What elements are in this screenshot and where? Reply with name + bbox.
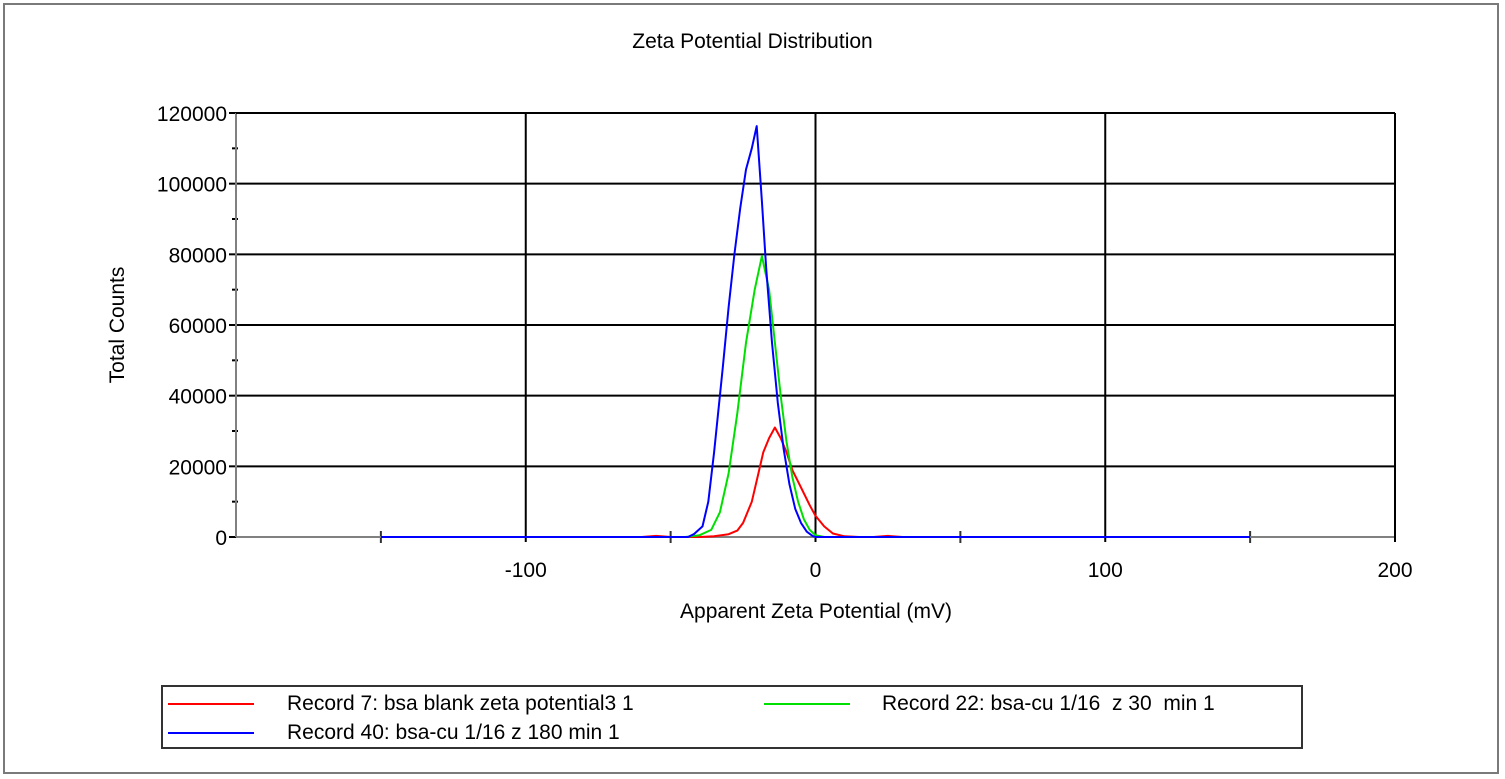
y-tick-label: 120000 [157,103,227,126]
y-tick-label: 0 [215,527,227,550]
legend-label: Record 22: bsa-cu 1/16 z 30 min 1 [882,692,1215,715]
legend-swatch-green [764,703,850,705]
legend-swatch-red [168,703,254,705]
y-tick-label: 60000 [169,315,227,338]
x-tick-label: 200 [1377,559,1412,582]
data-series [380,125,1251,538]
x-axis-label: Apparent Zeta Potential (mV) [680,600,952,623]
y-axis-label: Total Counts [106,267,129,384]
legend-swatch-blue [168,732,254,734]
series-line-3 [380,125,1251,538]
legend-item-record-7: Record 7: bsa blank zeta potential3 1 [168,691,634,717]
legend-item-record-40: Record 40: bsa-cu 1/16 z 180 min 1 [168,720,620,746]
series-line-2 [380,255,1251,538]
legend-item-record-22: Record 22: bsa-cu 1/16 z 30 min 1 [764,691,1215,717]
y-tick-label: 80000 [169,244,227,267]
chart-frame [3,3,1499,774]
x-tick-label: -100 [505,559,547,582]
gridlines [236,112,1396,542]
x-tick-label: 0 [810,559,822,582]
y-tick-label: 40000 [169,386,227,409]
y-tick-label: 100000 [157,174,227,197]
chart-title-text: Zeta Potential Distribution [632,30,873,53]
x-tick-label: 100 [1088,559,1123,582]
chart-title: Zeta Potential Distribution [0,30,1505,54]
y-tick-label: 20000 [169,456,227,479]
legend-label: Record 40: bsa-cu 1/16 z 180 min 1 [287,721,620,744]
legend: Record 7: bsa blank zeta potential3 1 Re… [161,685,1303,749]
legend-label: Record 7: bsa blank zeta potential3 1 [287,692,634,715]
axes: 0 20000 40000 60000 80000 100000 120000 -100 0 10… [157,103,1413,582]
